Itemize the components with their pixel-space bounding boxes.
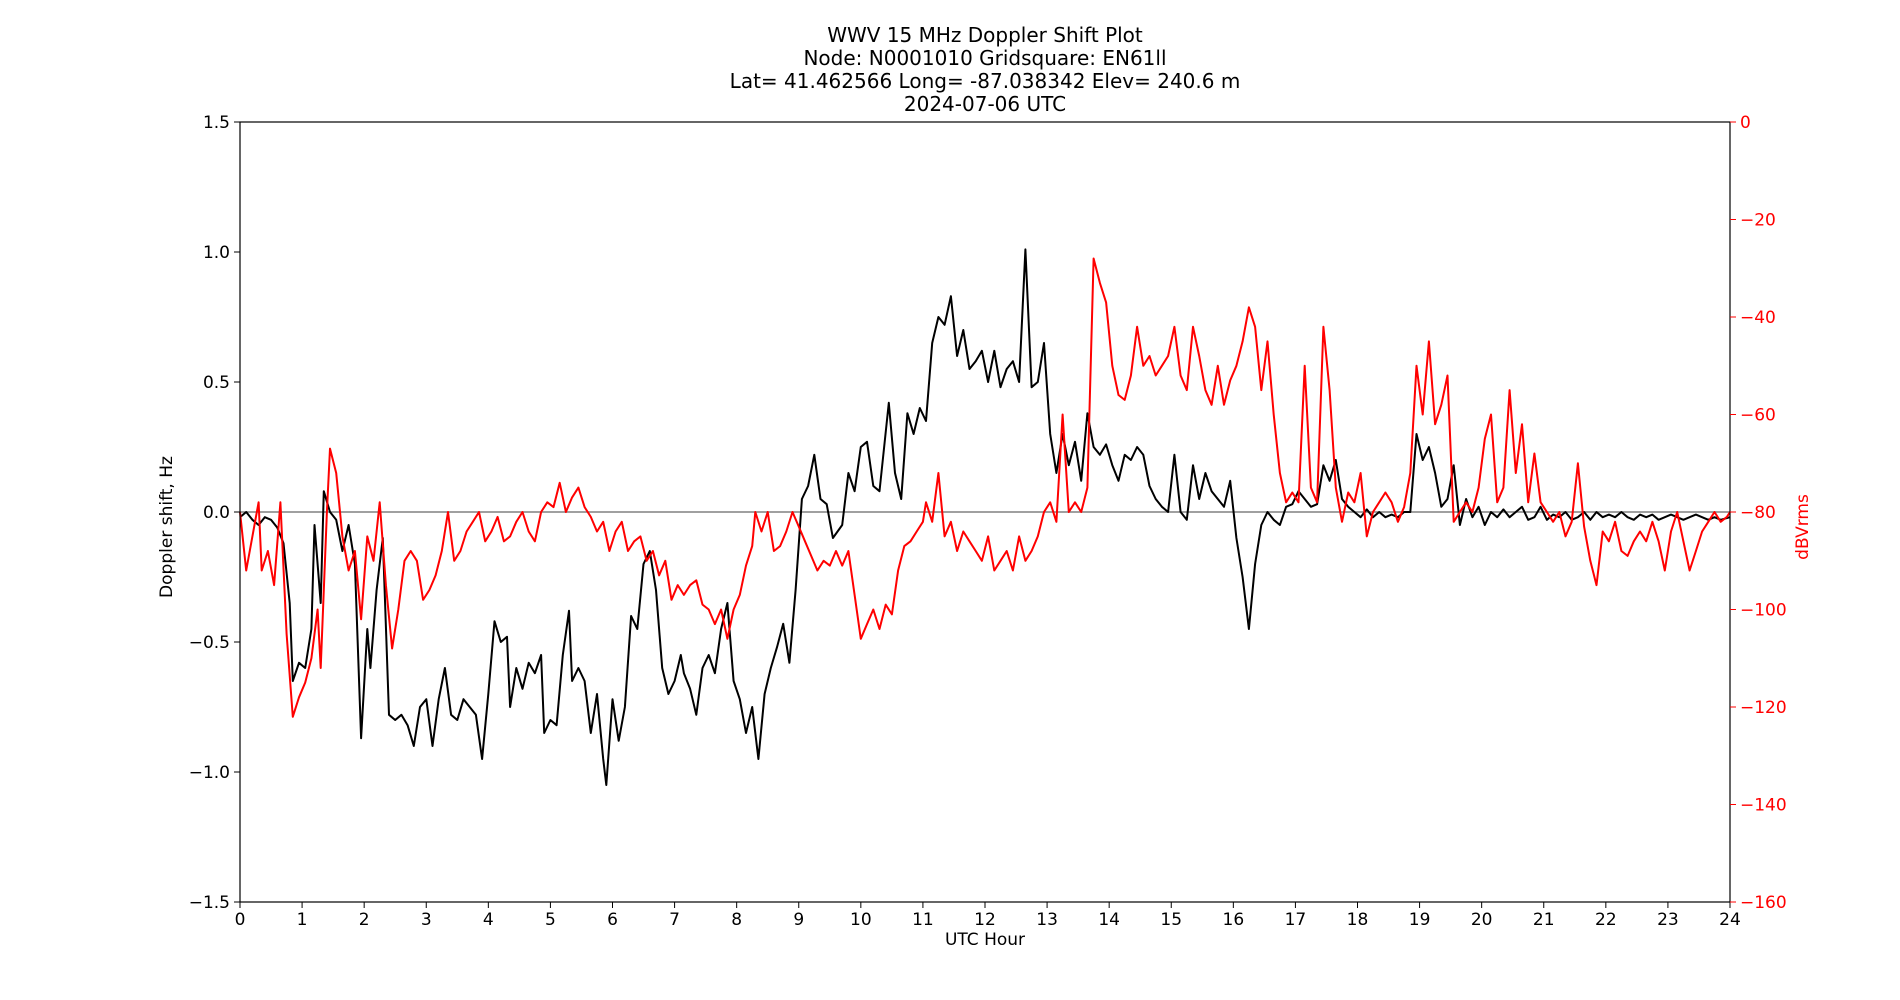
y-right-tick-label: −20 [1740,211,1776,231]
x-tick-label: 10 [850,910,872,930]
doppler-series-line [239,248,1731,786]
x-tick-label: 12 [974,910,996,930]
x-tick-label: 20 [1471,910,1493,930]
y-left-tick-label: 1.0 [203,243,230,263]
x-tick-label: 8 [731,910,742,930]
title-line-4: 2024-07-06 UTC [904,92,1066,116]
x-tick-label: 13 [1036,910,1058,930]
x-tick-label: 11 [912,910,934,930]
x-tick-label: 23 [1657,910,1679,930]
y-left-tick-label: 1.5 [203,113,230,133]
x-axis-label: UTC Hour [945,930,1025,950]
plot-area: 0 1 2 3 4 5 6 7 8 9 10 11 12 13 14 15 16 17 18 19 20 21 22 23 24… [189,113,1787,930]
x-tick-label: 17 [1285,910,1307,930]
x-tick-label: 15 [1160,910,1182,930]
y-right-tick-label: −100 [1740,601,1787,621]
y-left-tick-label: −1.0 [189,763,230,783]
x-tick-label: 5 [545,910,556,930]
y-left-tick-label: 0.0 [203,503,230,523]
x-tick-label: 24 [1719,910,1741,930]
power-series-line [239,257,1731,718]
y-left-tick-label: −0.5 [189,633,230,653]
y-axis-left-label: Doppler shift, Hz [157,456,177,598]
y-right-tick-label: −160 [1740,893,1787,913]
x-tick-label: 7 [669,910,680,930]
y-right-tick-label: −140 [1740,796,1787,816]
x-tick-label: 6 [607,910,618,930]
x-tick-label: 22 [1595,910,1617,930]
x-tick-label: 4 [483,910,494,930]
y-right-tick-label: −80 [1740,503,1776,523]
y-axis-right-label: dBVrms [1793,494,1813,560]
x-tick-label: 9 [793,910,804,930]
x-tick-label: 2 [359,910,370,930]
x-tick-label: 16 [1223,910,1245,930]
x-tick-label: 18 [1347,910,1369,930]
x-tick-label: 3 [421,910,432,930]
x-tick-label: 14 [1098,910,1120,930]
y-left-tick-label: −1.5 [189,893,230,913]
x-tick-label: 21 [1533,910,1555,930]
y-left-tick-label: 0.5 [203,373,230,393]
y-right-tick-label: −120 [1740,698,1787,718]
title-line-2: Node: N0001010 Gridsquare: EN61ll [803,46,1166,70]
y-right-tick-label: −60 [1740,406,1776,426]
y-right-tick-label: −40 [1740,308,1776,328]
x-tick-label: 0 [235,910,246,930]
x-tick-label: 19 [1409,910,1431,930]
title-line-3: Lat= 41.462566 Long= -87.038342 Elev= 24… [730,69,1241,93]
x-tick-label: 1 [297,910,308,930]
title-line-1: WWV 15 MHz Doppler Shift Plot [827,23,1143,47]
chart-title: WWV 15 MHz Doppler Shift Plot Node: N000… [730,23,1241,116]
y-right-tick-label: 0 [1740,113,1751,133]
